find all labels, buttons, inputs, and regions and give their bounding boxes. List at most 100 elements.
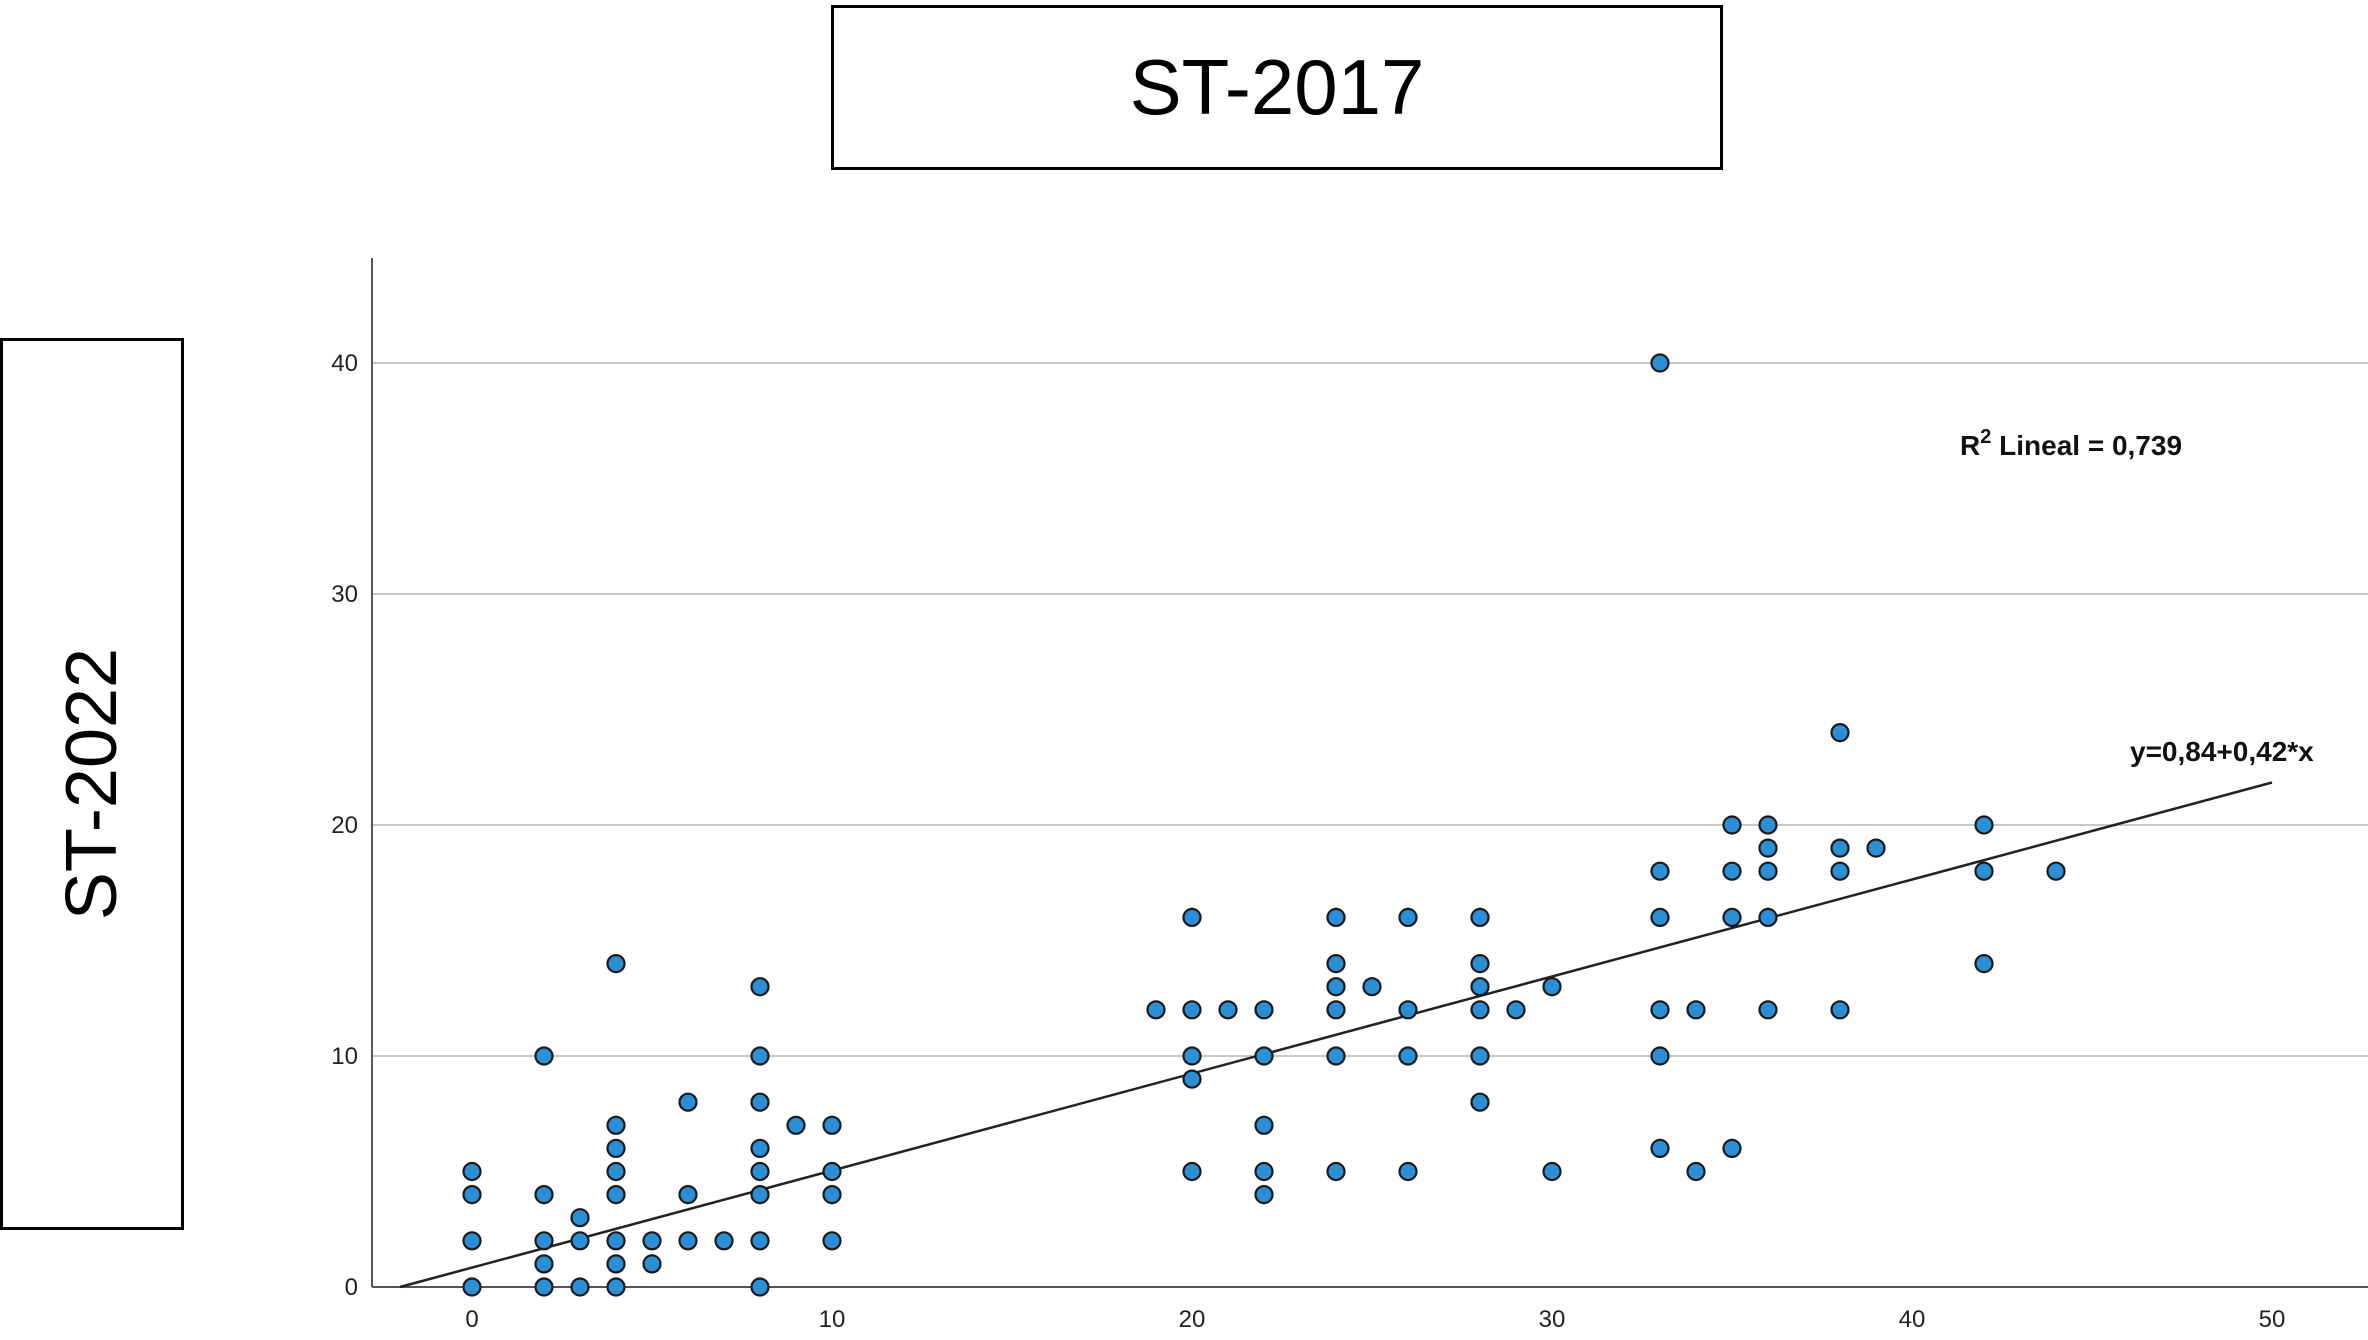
x-tick-label: 30	[1539, 1306, 1566, 1333]
y-tick-label: 30	[331, 581, 358, 608]
data-point	[714, 1231, 734, 1251]
data-point	[1650, 1138, 1670, 1159]
data-point	[1830, 861, 1850, 881]
data-point	[750, 1184, 770, 1205]
chart-title-box: ST-2017	[831, 5, 1723, 170]
data-point	[606, 1161, 626, 1182]
r-squared-annotation: R2 Lineal = 0,739	[1960, 426, 2182, 461]
data-point	[1974, 861, 1994, 881]
annotations: R2 Lineal = 0,739 y=0,84+0,42*x	[1960, 426, 2314, 767]
data-point	[1398, 907, 1418, 928]
data-point	[1326, 1000, 1346, 1020]
data-point	[822, 1115, 842, 1135]
data-point	[606, 1231, 626, 1251]
data-point	[534, 1046, 554, 1066]
data-point	[786, 1115, 806, 1135]
data-point	[1470, 1092, 1490, 1112]
y-tick-label: 40	[331, 350, 358, 377]
data-point	[1254, 1161, 1274, 1182]
data-point	[822, 1161, 842, 1182]
x-tick-label: 40	[1899, 1306, 1926, 1333]
chart-title: ST-2017	[1129, 43, 1425, 131]
data-point	[678, 1092, 698, 1112]
data-point	[1758, 861, 1778, 881]
data-point	[534, 1277, 554, 1297]
data-point	[534, 1254, 554, 1274]
data-point	[1830, 1000, 1850, 1020]
data-point	[1866, 838, 1886, 858]
data-point	[1758, 838, 1778, 858]
data-point	[1326, 1161, 1346, 1182]
data-point	[1182, 1046, 1202, 1066]
data-point	[1650, 861, 1670, 881]
data-point	[1398, 1046, 1418, 1066]
data-point	[1650, 907, 1670, 928]
data-point	[750, 1277, 770, 1297]
data-point	[462, 1277, 482, 1297]
data-point	[1686, 1000, 1706, 1020]
y-tick-label: 20	[331, 812, 358, 839]
x-tick-label: 0	[465, 1306, 478, 1333]
data-point	[1722, 1138, 1742, 1159]
data-point	[1470, 977, 1490, 997]
data-point	[1362, 977, 1382, 997]
data-point	[606, 1184, 626, 1205]
x-tick-labels: 0 10 20 30 40 50	[465, 1306, 2285, 1333]
data-point	[822, 1231, 842, 1251]
data-point	[1722, 907, 1742, 928]
y-tick-label: 10	[331, 1043, 358, 1070]
x-tick-label: 10	[819, 1306, 846, 1333]
fit-line-group	[399, 781, 2273, 1289]
data-point	[1254, 1000, 1274, 1020]
data-point	[606, 1115, 626, 1135]
data-point	[1182, 907, 1202, 928]
data-point	[1506, 1000, 1526, 1020]
data-point	[1182, 1000, 1202, 1020]
data-point	[1686, 1161, 1706, 1182]
data-point	[1542, 977, 1562, 997]
data-point	[1146, 1000, 1166, 1020]
data-point	[750, 1046, 770, 1066]
x-tick-label: 50	[2259, 1306, 2286, 1333]
data-point	[570, 1231, 590, 1251]
data-point	[1974, 815, 1994, 835]
data-point	[1830, 838, 1850, 858]
data-point	[2046, 861, 2066, 881]
data-point	[1254, 1184, 1274, 1205]
regression-equation: y=0,84+0,42*x	[2130, 736, 2314, 767]
data-point	[1650, 1046, 1670, 1066]
y-tick-label: 0	[345, 1274, 358, 1301]
y-axis-label-box: ST-2022	[0, 338, 184, 1230]
data-point	[606, 953, 626, 974]
data-point	[1470, 953, 1490, 974]
data-point	[1722, 815, 1742, 835]
data-point	[570, 1277, 590, 1297]
data-point	[1326, 977, 1346, 997]
grid-lines	[372, 362, 2368, 1057]
data-point	[822, 1184, 842, 1205]
data-point	[1398, 1000, 1418, 1020]
data-point	[570, 1208, 590, 1228]
data-point	[1974, 953, 1994, 974]
data-point	[1326, 907, 1346, 928]
data-point	[462, 1231, 482, 1251]
data-point	[1470, 907, 1490, 928]
data-point	[1218, 1000, 1238, 1020]
data-point	[1830, 722, 1850, 743]
data-point	[1758, 907, 1778, 928]
data-point	[1326, 953, 1346, 974]
data-point	[1182, 1161, 1202, 1182]
data-point	[1398, 1161, 1418, 1182]
data-point	[606, 1277, 626, 1297]
data-point	[1722, 861, 1742, 881]
data-point	[606, 1254, 626, 1274]
data-points	[462, 353, 2066, 1297]
y-tick-labels: 0 10 20 30 40	[331, 350, 358, 1301]
data-point	[1470, 1000, 1490, 1020]
data-point	[642, 1254, 662, 1274]
data-point	[1758, 1000, 1778, 1020]
data-point	[462, 1161, 482, 1182]
data-point	[462, 1184, 482, 1205]
data-point	[750, 1092, 770, 1112]
